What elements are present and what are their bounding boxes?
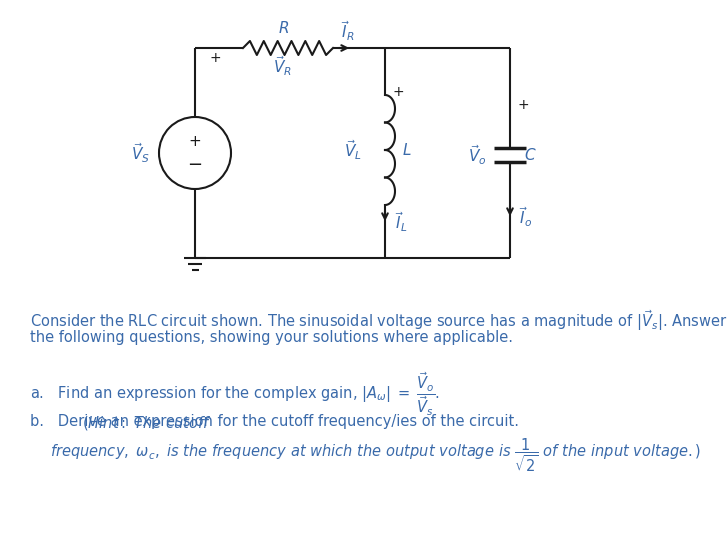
Text: $\vec{I}_o$: $\vec{I}_o$	[519, 205, 533, 229]
Text: $+$: $+$	[392, 85, 404, 99]
Text: Consider the RLC circuit shown. The sinusoidal voltage source has a magnitude of: Consider the RLC circuit shown. The sinu…	[30, 308, 727, 333]
Text: +: +	[188, 134, 201, 149]
Text: b.   Derive an expression for the cutoff frequency/ies of the circuit.: b. Derive an expression for the cutoff f…	[30, 414, 523, 429]
Text: $\vec{I}_R$: $\vec{I}_R$	[341, 19, 355, 43]
Text: $\vec{I}_L$: $\vec{I}_L$	[395, 210, 407, 234]
Text: $frequency,\ \omega_c,\ is\ the\ frequency\ at\ which\ the\ output\ voltage\ is\: $frequency,\ \omega_c,\ is\ the\ frequen…	[50, 436, 702, 473]
Text: $L$: $L$	[402, 142, 411, 158]
Text: $\vec{V}_o$: $\vec{V}_o$	[467, 143, 486, 167]
Text: $\vec{V}_S$: $\vec{V}_S$	[131, 141, 150, 165]
Text: $R$: $R$	[278, 20, 289, 36]
Text: $+$: $+$	[517, 98, 529, 112]
Text: $C$: $C$	[523, 147, 537, 163]
Text: a.   Find an expression for the complex gain, $|A_\omega|\; =\; \dfrac{\vec{V}_o: a. Find an expression for the complex ga…	[30, 370, 440, 418]
Text: $\vec{V}_R$: $\vec{V}_R$	[273, 54, 292, 78]
Text: $+$: $+$	[209, 51, 221, 65]
Text: −: −	[188, 156, 203, 174]
Text: $(Hint:\ The\ cutoff$: $(Hint:\ The\ cutoff$	[82, 414, 212, 432]
Text: the following questions, showing your solutions where applicable.: the following questions, showing your so…	[30, 330, 513, 345]
Text: $\vec{V}_L$: $\vec{V}_L$	[344, 138, 362, 162]
